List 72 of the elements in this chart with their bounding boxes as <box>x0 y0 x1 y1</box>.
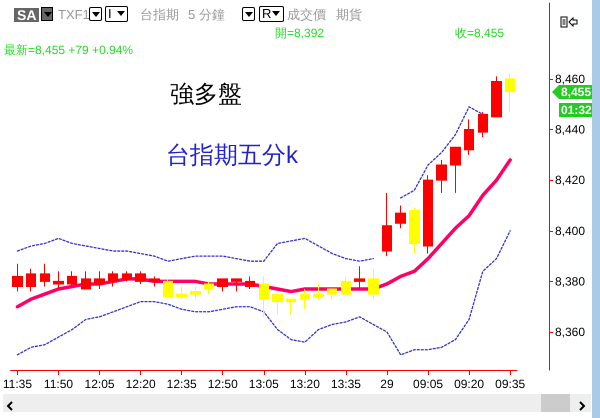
candlestick <box>81 270 91 290</box>
annotation: 開=8,392 <box>275 26 324 40</box>
candlestick <box>491 76 502 118</box>
candlestick <box>163 278 173 298</box>
candlestick <box>26 268 36 292</box>
candlestick <box>395 204 406 229</box>
candlestick <box>286 298 296 315</box>
candlestick <box>204 280 214 295</box>
candlestick <box>423 174 433 254</box>
y-tick-label: 8,400 <box>555 224 586 238</box>
y-tick-label: 8,440 <box>555 122 586 137</box>
x-tick-label: 09:05 <box>413 377 444 391</box>
candlestick <box>313 283 324 300</box>
line-series <box>16 230 511 356</box>
candlestick <box>176 286 187 300</box>
candlestick <box>341 276 351 298</box>
x-tick-label: 13:05 <box>248 377 280 391</box>
annotation: 強多盤 <box>170 81 242 108</box>
x-tick-label: 12:05 <box>84 377 115 391</box>
annotation: SA <box>14 7 40 23</box>
candlestick <box>409 208 420 254</box>
candlestick <box>94 270 105 290</box>
candlestick <box>245 276 255 290</box>
candlestick <box>12 263 23 292</box>
annotation: R <box>262 6 272 21</box>
candlestick <box>53 270 64 290</box>
candlestick <box>505 73 515 112</box>
candlestick <box>354 266 365 290</box>
x-tick-label: 11:50 <box>44 377 74 391</box>
x-tick-label: 09:20 <box>454 377 484 391</box>
candlestick <box>450 146 461 194</box>
annotation: 台指期 <box>140 7 179 22</box>
y-tick-label: 8,380 <box>555 274 586 288</box>
y-tick-label: 8,420 <box>555 173 586 188</box>
candlestick <box>259 276 269 318</box>
x-tick-label: 13:20 <box>290 377 320 391</box>
x-tick-label: 11:35 <box>2 377 32 391</box>
candlestick <box>122 270 132 282</box>
annotation: 5 分鐘 <box>188 7 225 22</box>
annotation: 最新=8,455 +79 +0.94% <box>4 43 134 57</box>
y-tick-label: 8,460 <box>555 72 586 86</box>
text: 8,455 <box>559 85 594 99</box>
x-tick-label: 09:35 <box>495 377 526 391</box>
candlestick <box>135 270 146 284</box>
candlestick <box>108 270 118 287</box>
candlestick <box>436 159 447 194</box>
annotation: 期貨 <box>336 7 362 22</box>
y-tick-label: 8,360 <box>555 325 586 340</box>
candlestick <box>272 294 283 315</box>
candlestick <box>67 270 77 287</box>
x-tick-label: 12:35 <box>166 377 198 391</box>
x-tick-label: 12:20 <box>126 377 156 391</box>
annotation: 收=8,455 <box>455 26 504 40</box>
x-tick-label: 29 <box>380 377 394 391</box>
annotation: TXF1 <box>58 7 90 22</box>
annotation: 成交價 <box>287 7 326 22</box>
candlestick <box>190 286 201 300</box>
candlestick <box>40 263 50 287</box>
candlestick <box>382 192 392 257</box>
candlestick <box>464 118 474 156</box>
candlestick <box>368 268 379 300</box>
candlestick <box>217 278 228 292</box>
annotation: I <box>108 6 112 21</box>
candlestick <box>149 276 160 287</box>
x-tick-label: 13:35 <box>330 377 362 391</box>
candlestick <box>300 288 310 310</box>
annotation: 台指期五分k <box>166 142 298 169</box>
x-tick-label: 12:50 <box>208 377 238 391</box>
candlestick <box>478 111 488 138</box>
candlestick <box>327 288 337 300</box>
candlestick <box>231 278 242 292</box>
text: 01:32 <box>559 103 594 117</box>
